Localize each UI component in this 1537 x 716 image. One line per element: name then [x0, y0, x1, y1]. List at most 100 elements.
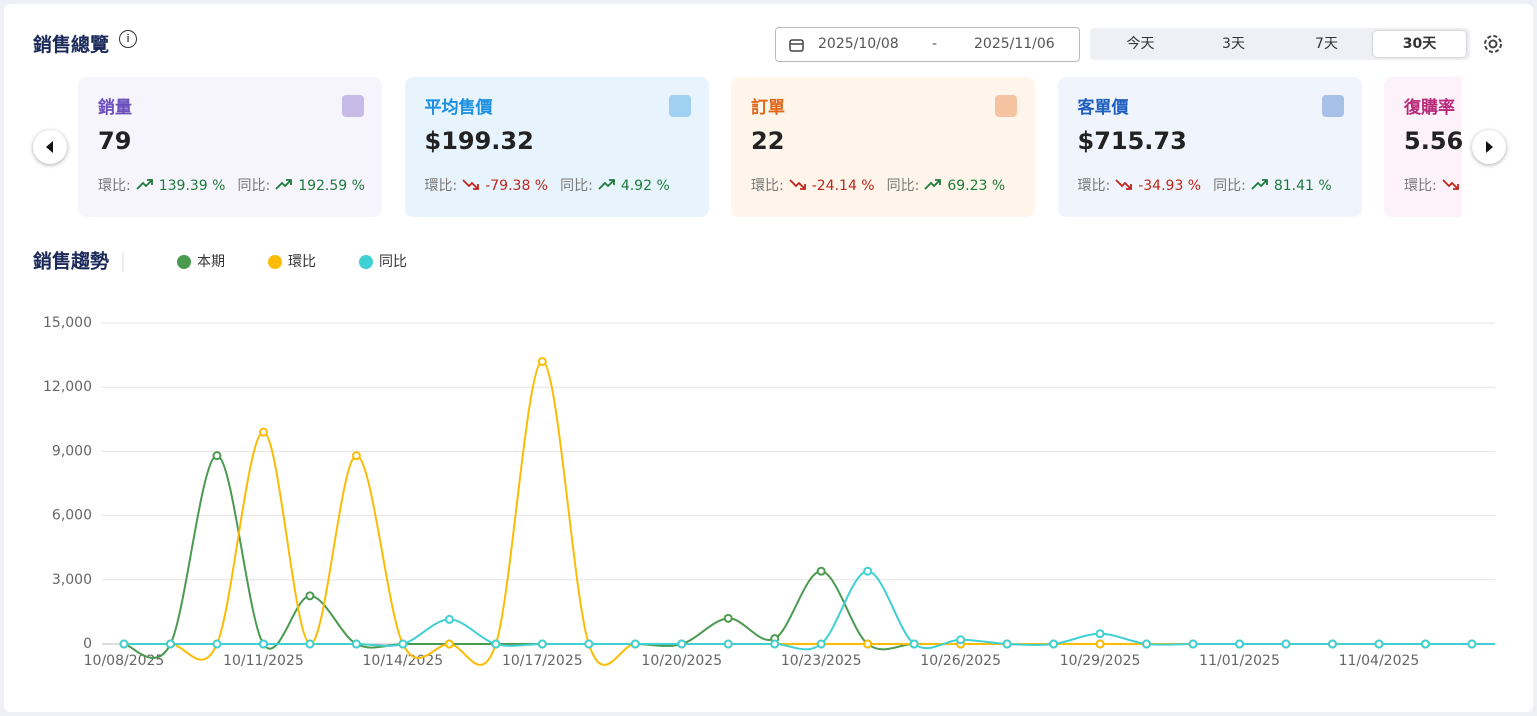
kpi-card: 復購率 5.56 環比: — [1384, 77, 1462, 217]
range-tab[interactable]: 7天 — [1315, 36, 1338, 52]
compare-value: 81.41 % — [1273, 178, 1332, 194]
trend-arrow — [1251, 179, 1268, 190]
y-tick-label: 9,000 — [52, 443, 92, 459]
data-point — [1374, 639, 1384, 649]
legend-marker — [359, 255, 373, 269]
data-point — [630, 639, 640, 649]
data-point — [956, 635, 966, 645]
arrow-line — [1115, 179, 1133, 190]
trend-arrow — [275, 179, 293, 190]
kpi-carousel: 銷量 79 環比: 139.39 % 同比: 192.59 % 平均售價 $199.32 環比:… — [78, 77, 1462, 217]
x-tick-label: 10/14/2025 — [363, 653, 444, 669]
x-tick-label: 10/26/2025 — [920, 653, 1001, 669]
data-point — [119, 639, 129, 649]
compare-value: 139.39 % — [158, 178, 226, 194]
data-point — [351, 639, 361, 649]
kpi-card: 客單價 $715.73 環比: -34.93 % 同比: 81.41 % — [1057, 77, 1362, 217]
arrow-line — [1442, 179, 1459, 190]
trend-arrow — [924, 179, 942, 190]
x-tick-label: 11/01/2025 — [1199, 653, 1280, 669]
data-point — [1327, 639, 1337, 649]
data-point — [165, 639, 175, 649]
arrow-line — [136, 179, 153, 190]
x-tick-label: 10/08/2025 — [84, 653, 165, 669]
compare-value: 69.23 % — [947, 178, 1006, 194]
data-point — [1235, 639, 1245, 649]
data-point — [258, 639, 268, 649]
compare-label: 環比: — [424, 178, 458, 194]
legend-marker — [177, 255, 191, 269]
kpi-compare: 環比: -24.14 % 同比: 69.23 % — [751, 175, 1005, 195]
kpi-card: 訂單 22 環比: -24.14 % 同比: 69.23 % — [731, 77, 1035, 217]
compare-value: 4.92 % — [620, 178, 670, 194]
data-point — [1281, 639, 1291, 649]
data-point — [909, 639, 919, 649]
range-tab[interactable]: 30天 — [1373, 31, 1466, 57]
kpi-compare: 環比: 139.39 % 同比: 192.59 % — [98, 175, 365, 195]
x-tick-label: 11/04/2025 — [1339, 653, 1420, 669]
data-point — [1002, 639, 1012, 649]
kpi-value: $199.32 — [424, 127, 534, 155]
data-point — [351, 451, 361, 461]
kpi-card: 平均售價 $199.32 環比: -79.38 % 同比: 4.92 % — [404, 77, 709, 217]
data-point — [398, 639, 408, 649]
compare-label: 環比: — [98, 178, 131, 194]
kpi-value: 79 — [98, 127, 132, 155]
data-point — [816, 566, 826, 576]
data-point — [584, 639, 594, 649]
compare-value: -34.93 % — [1138, 178, 1202, 194]
data-point — [816, 639, 826, 649]
data-point — [491, 639, 501, 649]
compare-label: 同比: — [1213, 178, 1246, 194]
arrow-line — [275, 179, 293, 190]
date-separator: - — [932, 36, 938, 52]
kpi-icon — [1321, 95, 1344, 117]
trend-arrow — [789, 179, 806, 190]
y-tick-label: 6,000 — [52, 508, 92, 524]
date-range[interactable]: 2025/10/08 - 2025/11/06 — [775, 27, 1080, 62]
compare-label: 環比: — [751, 178, 784, 194]
section-title: 銷售總覽 — [33, 34, 110, 56]
compare-label: 同比: — [886, 178, 920, 194]
data-point — [1142, 639, 1152, 649]
y-tick-label: 15,000 — [43, 315, 92, 331]
kpi-compare: 環比: -34.93 % 同比: 81.41 % — [1078, 175, 1332, 195]
data-point — [723, 639, 733, 649]
compare-label: 同比: — [237, 178, 271, 194]
data-point — [212, 451, 222, 461]
data-point — [258, 427, 268, 437]
data-point — [212, 639, 222, 649]
legend-label: 同比 — [379, 254, 407, 270]
data-point — [305, 639, 315, 649]
x-tick-label: 10/20/2025 — [641, 653, 722, 669]
trend-arrow — [598, 179, 615, 190]
data-point — [1095, 629, 1105, 639]
kpi-icon — [668, 95, 691, 117]
prev-button[interactable] — [33, 130, 67, 164]
trend-arrow — [1115, 179, 1133, 190]
range-tab[interactable]: 3天 — [1222, 36, 1245, 52]
compare-label: 環比: — [1404, 178, 1437, 194]
kpi-title: 復購率 — [1404, 98, 1455, 118]
data-point — [1095, 639, 1105, 649]
data-point — [770, 639, 780, 649]
settings-icon[interactable] — [1481, 32, 1505, 56]
date-start: 2025/10/08 — [818, 36, 899, 52]
compare-label: 同比: — [560, 178, 593, 194]
data-point — [863, 566, 873, 576]
data-point — [1188, 639, 1198, 649]
legend-marker — [268, 255, 282, 269]
y-tick-label: 12,000 — [43, 379, 92, 395]
data-point — [863, 639, 873, 649]
data-point — [1467, 639, 1477, 649]
next-button[interactable] — [1472, 130, 1506, 164]
data-point — [444, 614, 454, 624]
data-point — [444, 639, 454, 649]
next-arrow — [1486, 141, 1493, 153]
range-tab[interactable]: 今天 — [1126, 36, 1155, 52]
compare-value: 192.59 % — [298, 178, 365, 194]
info-icon[interactable]: i — [119, 30, 137, 48]
data-point — [537, 639, 547, 649]
x-tick-label: 10/11/2025 — [223, 653, 304, 669]
